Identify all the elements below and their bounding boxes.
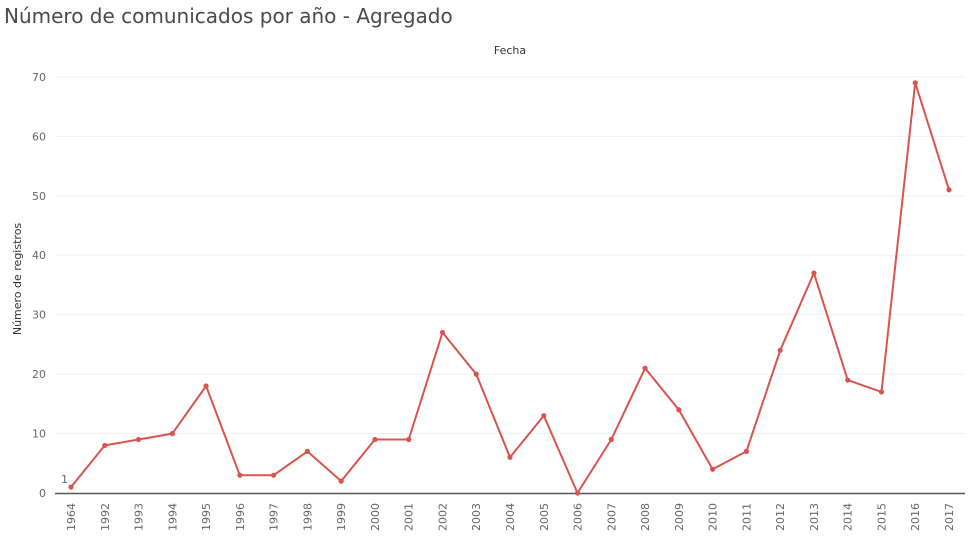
data-point — [203, 383, 209, 389]
x-tick-label: 1999 — [335, 503, 348, 531]
data-point — [777, 347, 783, 353]
x-tick-label: 1998 — [301, 503, 314, 531]
y-axis-title: Número de registros — [11, 223, 24, 336]
data-point — [68, 484, 74, 490]
y-axis: 0 10 20 30 40 50 60 70 — [32, 71, 46, 500]
data-point — [507, 454, 513, 460]
x-tick-label: 1992 — [99, 503, 112, 531]
x-tick-label: 2005 — [538, 503, 551, 531]
data-point — [338, 478, 344, 484]
data-point — [304, 448, 310, 454]
series-points — [68, 80, 952, 496]
x-tick-label: 2003 — [470, 503, 483, 531]
annotations: 1 — [61, 473, 68, 486]
data-point — [608, 436, 614, 443]
data-point — [845, 377, 851, 383]
y-tick-label: 20 — [32, 368, 46, 381]
data-point — [271, 472, 277, 478]
data-point — [237, 472, 243, 478]
y-tick-label: 40 — [32, 249, 46, 262]
y-tick-label: 50 — [32, 190, 46, 203]
x-tick-label: 1996 — [234, 503, 247, 531]
data-point — [912, 80, 918, 86]
x-tick-label: 2009 — [673, 503, 686, 531]
x-tick-label: 2008 — [639, 503, 652, 531]
x-tick-label: 2013 — [808, 503, 821, 531]
data-point — [743, 448, 749, 454]
page-title: Número de comunicados por año - Agregado — [4, 4, 453, 28]
x-tick-label: 1993 — [133, 503, 146, 531]
x-tick-label: 1994 — [166, 503, 179, 531]
data-point — [946, 187, 952, 193]
data-point — [406, 436, 412, 443]
y-tick-label: 0 — [39, 487, 46, 500]
data-point — [169, 430, 175, 437]
data-point — [439, 329, 446, 336]
x-tick-label: 2006 — [572, 503, 585, 531]
data-point — [811, 270, 817, 276]
x-tick-label: 2007 — [605, 503, 618, 531]
data-point — [642, 365, 648, 371]
series-line — [70, 81, 950, 494]
x-tick-label: 1995 — [200, 503, 213, 531]
data-point — [473, 371, 479, 377]
data-point — [710, 466, 716, 472]
data-point — [878, 389, 885, 395]
x-tick-label: 1997 — [268, 503, 281, 531]
x-axis: 1964 1992 1993 1994 1995 1996 1997 1998 1999 2000… — [65, 503, 956, 531]
x-tick-label: 2016 — [909, 503, 922, 531]
x-tick-label: 2011 — [740, 503, 753, 531]
y-tick-label: 60 — [32, 130, 46, 143]
data-point — [676, 407, 682, 413]
data-point — [372, 436, 378, 443]
x-tick-label: 2014 — [842, 503, 855, 531]
data-point — [135, 436, 142, 443]
gridlines — [55, 76, 965, 435]
x-tick-label: 2012 — [774, 503, 787, 531]
x-tick-label: 2015 — [875, 503, 888, 531]
data-point — [574, 490, 581, 496]
x-tick-label: 2000 — [369, 503, 382, 531]
data-point — [541, 413, 547, 419]
x-tick-label: 1964 — [65, 503, 78, 531]
data-point — [102, 442, 108, 449]
y-tick-label: 30 — [32, 309, 46, 322]
x-tick-label: 2010 — [707, 503, 720, 531]
x-tick-label: 2017 — [943, 503, 956, 531]
x-axis-title: Fecha — [494, 44, 526, 57]
x-tick-label: 2002 — [436, 503, 449, 531]
y-tick-label: 70 — [32, 71, 46, 84]
x-tick-label: 2004 — [504, 503, 517, 531]
y-tick-label: 10 — [32, 428, 46, 441]
x-tick-label: 2001 — [403, 503, 416, 531]
data-label: 1 — [61, 473, 68, 486]
